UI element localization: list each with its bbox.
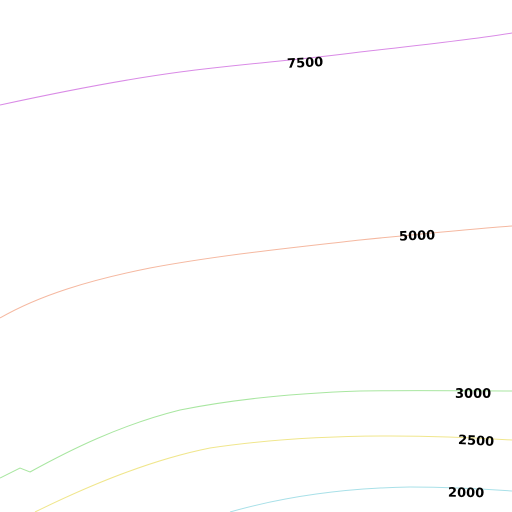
contour-label-5000: 5000 bbox=[399, 228, 436, 244]
contour-label-2000: 2000 bbox=[448, 486, 484, 502]
contour-line-2500 bbox=[34, 435, 512, 512]
contour-line-2000 bbox=[229, 486, 512, 512]
contour-label-2500: 2500 bbox=[458, 433, 495, 450]
contour-line-7500 bbox=[0, 32, 512, 106]
contour-line-5000 bbox=[0, 225, 512, 319]
contour-line-3000 bbox=[0, 390, 512, 479]
contour-label-3000: 3000 bbox=[455, 387, 491, 402]
contour-label-7500: 7500 bbox=[287, 55, 324, 72]
